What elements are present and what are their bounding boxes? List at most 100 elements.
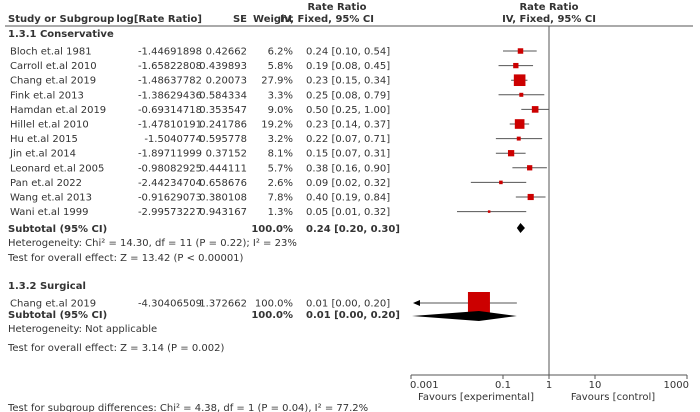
- subgroup-title-conservative: 1.3.1 Conservative: [8, 29, 114, 40]
- study-ci-text: 0.05 [0.01, 0.32]: [306, 207, 390, 218]
- study-se: 0.584334: [199, 90, 247, 101]
- study-se: 0.241786: [199, 120, 247, 131]
- study-logrr: -1.65822808: [138, 61, 202, 72]
- study-name: Pan et.al 2022: [10, 178, 82, 189]
- effect-square: [527, 193, 534, 201]
- study-se: 1.372662: [199, 299, 247, 310]
- favours-experimental-label: Favours [experimental]: [418, 392, 534, 403]
- pooled-diamond: [516, 223, 525, 233]
- effect-square: [519, 92, 524, 97]
- study-ci-text: 0.22 [0.07, 0.71]: [306, 134, 390, 145]
- favours-control-label: Favours [control]: [571, 392, 655, 403]
- heterogeneity-conservative: Heterogeneity: Chi² = 14.30, df = 11 (P …: [8, 238, 297, 249]
- study-logrr: -2.44234704: [138, 178, 202, 189]
- rr-column-method: IV, Fixed, 95% CI: [280, 14, 374, 25]
- study-se: 0.380108: [199, 193, 247, 204]
- study-name: Bloch et.al 1981: [10, 47, 92, 58]
- logrr-column-header: log[Rate Ratio]: [116, 14, 202, 25]
- x-tick-label: 0.1: [495, 380, 511, 391]
- effect-square: [467, 292, 490, 314]
- study-logrr: -1.38629436: [138, 90, 202, 101]
- x-tick-label: 0.001: [410, 380, 439, 391]
- plot-column-method: IV, Fixed, 95% CI: [502, 14, 596, 25]
- study-name: Fink et.al 2013: [10, 90, 84, 101]
- study-name: Chang et.al 2019: [10, 76, 96, 87]
- study-weight: 3.3%: [268, 90, 293, 101]
- plot-marks: 0.001 0.1 1 10 1000 Bloch et.al 1981 -1.446918…: [9, 26, 689, 391]
- x-tick-label: 10: [589, 380, 602, 391]
- effect-square: [514, 119, 525, 129]
- rr-column-title: Rate Ratio: [307, 2, 366, 13]
- study-ci-text: 0.23 [0.15, 0.34]: [306, 76, 390, 87]
- study-se: 0.353547: [199, 105, 247, 116]
- study-ci-text: 0.38 [0.16, 0.90]: [306, 163, 390, 174]
- study-weight: 8.1%: [268, 149, 293, 160]
- subtotal-weight-conservative: 100.0%: [251, 224, 293, 235]
- study-name: Chang et.al 2019: [10, 299, 96, 310]
- study-se: 0.20073: [206, 76, 247, 87]
- study-name: Wang et.al 2013: [10, 193, 92, 204]
- study-se: 0.595778: [199, 134, 247, 145]
- study-ci-text: 0.50 [0.25, 1.00]: [306, 105, 390, 116]
- study-column-header: Study or Subgroup: [8, 14, 114, 25]
- study-logrr: -0.91629073: [138, 193, 202, 204]
- study-logrr: -0.69314718: [138, 105, 202, 116]
- subtotal-label-surgical: Subtotal (95% CI): [8, 310, 107, 321]
- study-weight: 7.8%: [268, 193, 293, 204]
- study-logrr: -2.99573227: [138, 207, 202, 218]
- effect-square: [517, 48, 524, 54]
- overall-effect-surgical: Test for overall effect: Z = 3.14 (P = 0…: [7, 343, 224, 354]
- study-se: 0.444111: [199, 163, 247, 174]
- study-name: Hillel et.al 2010: [10, 120, 89, 131]
- study-logrr: -0.98082925: [138, 163, 202, 174]
- study-name: Hamdan et.al 2019: [10, 105, 106, 116]
- study-name: Hu et.al 2015: [10, 134, 78, 145]
- study-se: 0.42662: [206, 47, 247, 58]
- study-ci-text: 0.09 [0.02, 0.32]: [306, 178, 390, 189]
- subgroup-differences-test: Test for subgroup differences: Chi² = 4.…: [7, 403, 368, 412]
- study-logrr: -1.44691898: [138, 47, 202, 58]
- subtotal-ci-surgical: 0.01 [0.00, 0.20]: [306, 310, 400, 321]
- study-name: Carroll et.al 2010: [10, 61, 97, 72]
- pooled-diamond: [412, 311, 517, 321]
- effect-square: [507, 150, 515, 157]
- study-name: Wani et.al 1999: [10, 207, 88, 218]
- study-logrr: -1.48637782: [138, 76, 202, 87]
- study-weight: 3.2%: [268, 134, 293, 145]
- se-column-header: SE: [233, 14, 247, 25]
- weight-column-header: Weight: [253, 14, 293, 25]
- effect-square: [513, 74, 526, 87]
- study-se: 0.943167: [199, 207, 247, 218]
- study-ci-text: 0.25 [0.08, 0.79]: [306, 90, 390, 101]
- ci-truncation-arrow: [413, 300, 420, 306]
- study-ci-text: 0.40 [0.19, 0.84]: [306, 193, 390, 204]
- study-name: Leonard et.al 2005: [10, 163, 104, 174]
- study-se: 0.658676: [199, 178, 247, 189]
- x-tick-label: 1000: [664, 380, 689, 391]
- study-se: 0.37152: [206, 149, 247, 160]
- study-weight: 5.7%: [268, 163, 293, 174]
- effect-square: [531, 106, 539, 113]
- study-weight: 9.0%: [268, 105, 293, 116]
- study-ci-text: 0.01 [0.00, 0.20]: [306, 299, 390, 310]
- effect-square: [527, 165, 533, 171]
- subgroup-title-surgical: 1.3.2 Surgical: [8, 281, 86, 292]
- heterogeneity-surgical: Heterogeneity: Not applicable: [8, 324, 157, 335]
- study-ci-text: 0.15 [0.07, 0.31]: [306, 149, 390, 160]
- study-ci-text: 0.19 [0.08, 0.45]: [306, 61, 390, 72]
- plot-column-title: Rate Ratio: [519, 2, 578, 13]
- study-se: 0.439893: [199, 61, 247, 72]
- study-name: Jin et.al 2014: [9, 149, 76, 160]
- subtotal-ci-conservative: 0.24 [0.20, 0.30]: [306, 224, 400, 235]
- study-ci-text: 0.24 [0.10, 0.54]: [306, 47, 390, 58]
- study-weight: 19.2%: [261, 120, 293, 131]
- study-weight: 6.2%: [268, 47, 293, 58]
- subtotal-label-conservative: Subtotal (95% CI): [8, 224, 107, 235]
- effect-square: [499, 180, 503, 185]
- x-tick-label: 1: [546, 380, 552, 391]
- subtotal-weight-surgical: 100.0%: [251, 310, 293, 321]
- study-weight: 1.3%: [268, 207, 293, 218]
- study-logrr: -1.47810191: [138, 120, 202, 131]
- study-logrr: -1.89711999: [138, 149, 202, 160]
